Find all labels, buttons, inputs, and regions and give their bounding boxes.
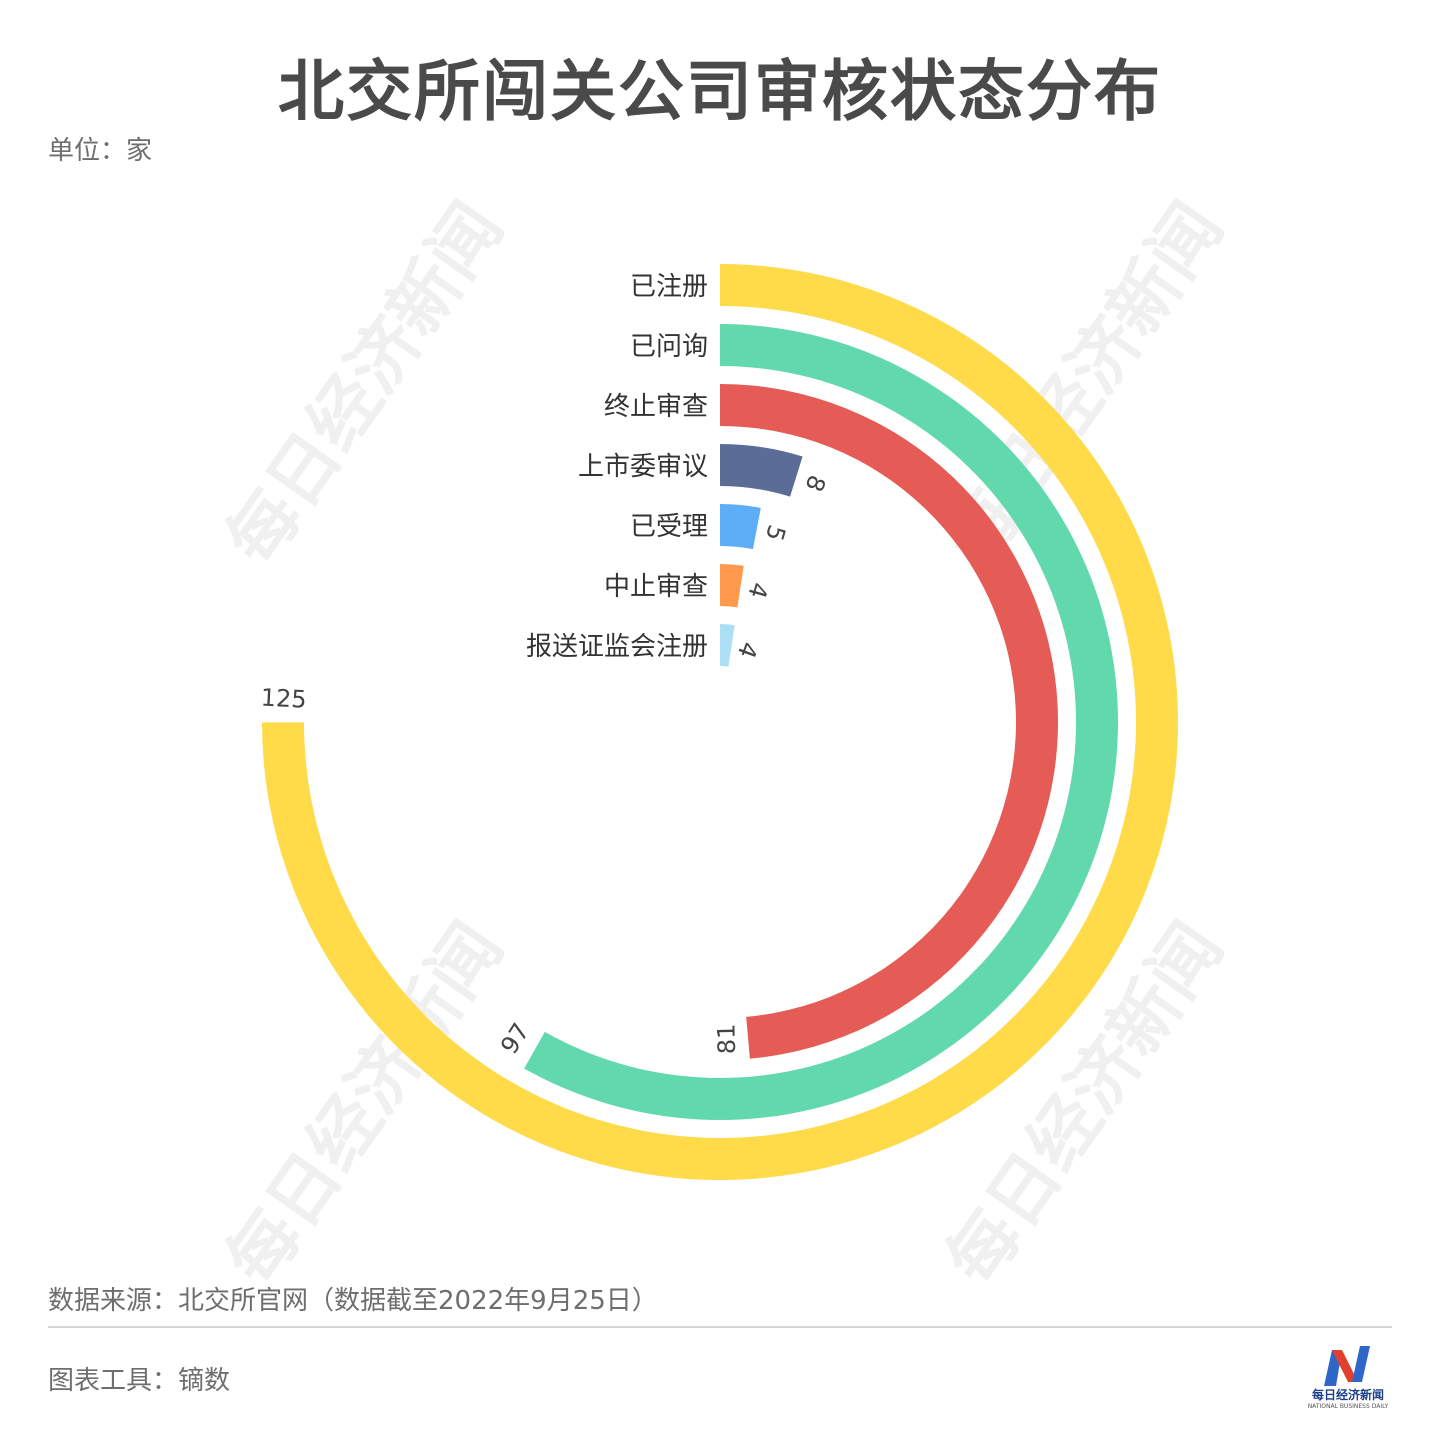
brand-logo: 每日经济新闻 NATIONAL BUSINESS DAILY [1296,1346,1400,1416]
value-label: 5 [760,522,791,544]
chart-title: 北交所闯关公司审核状态分布 [278,53,1162,130]
chart-tool: 图表工具：镝数 [48,1366,231,1396]
value-label: 4 [732,638,764,662]
value-label: 81 [712,1023,741,1054]
category-label: 已受理 [630,512,708,542]
value-label: 4 [742,579,773,601]
category-label: 报送证监会注册 [526,632,708,662]
bars-layer [262,264,1178,1181]
logo-text-cn: 每日经济新闻 [1311,1388,1384,1402]
footer-divider [48,1326,1392,1328]
logo-text-en: NATIONAL BUSINESS DAILY [1307,1403,1389,1410]
bar-5 [720,564,744,608]
data-source: 数据来源：北交所官网（数据截至2022年9月25日） [48,1286,658,1316]
value-label: 8 [799,471,831,495]
unit-label: 单位：家 [48,136,153,166]
logo-n-icon [1324,1346,1370,1386]
category-label: 上市委审议 [578,452,708,482]
bar-3 [720,444,803,497]
value-label: 97 [495,1018,535,1059]
category-label: 终止审查 [604,392,708,422]
bar-2 [720,384,1058,1059]
value-label: 125 [260,684,307,714]
category-label: 已问询 [630,332,708,362]
bar-6 [720,624,735,667]
bar-4 [720,504,761,550]
category-label: 已注册 [630,272,708,302]
category-label: 中止审查 [604,572,708,602]
